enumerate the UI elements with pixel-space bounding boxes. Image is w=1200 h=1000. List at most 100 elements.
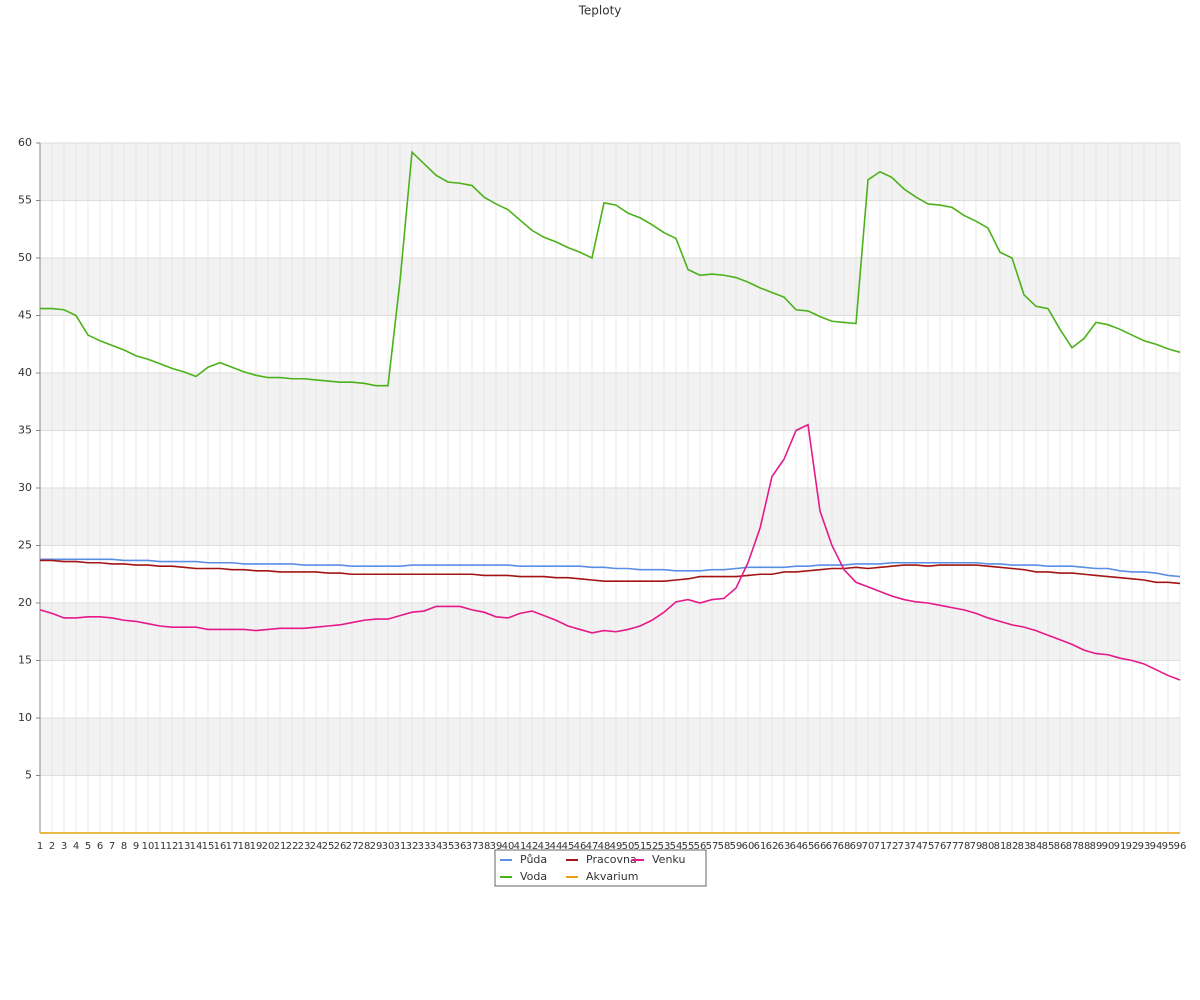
x-tick-label: 63 — [778, 841, 791, 852]
x-tick-label: 42 — [526, 841, 539, 852]
y-tick-label: 55 — [18, 194, 32, 207]
x-tick-label: 60 — [742, 841, 755, 852]
x-tick-label: 50 — [622, 841, 635, 852]
x-tick-label: 76 — [934, 841, 947, 852]
x-tick-label: 19 — [250, 841, 263, 852]
x-tick-label: 20 — [262, 841, 275, 852]
x-tick-label: 61 — [754, 841, 767, 852]
x-tick-label: 59 — [730, 841, 743, 852]
legend-label: Venku — [652, 853, 685, 866]
x-tick-label: 4 — [73, 841, 79, 852]
legend-label: Voda — [520, 870, 547, 883]
y-tick-label: 30 — [18, 481, 32, 494]
x-tick-label: 3 — [61, 841, 67, 852]
x-tick-label: 79 — [970, 841, 983, 852]
x-tick-label: 73 — [898, 841, 911, 852]
x-tick-label: 83 — [1018, 841, 1031, 852]
x-tick-label: 8 — [121, 841, 127, 852]
x-tick-label: 34 — [430, 841, 443, 852]
y-tick-label: 5 — [25, 769, 32, 782]
x-tick-label: 35 — [442, 841, 455, 852]
x-tick-label: 44 — [550, 841, 563, 852]
x-tick-label: 26 — [334, 841, 347, 852]
x-tick-label: 22 — [286, 841, 299, 852]
x-tick-label: 6 — [97, 841, 103, 852]
x-tick-label: 39 — [490, 841, 503, 852]
x-tick-label: 94 — [1150, 841, 1163, 852]
x-tick-label: 18 — [238, 841, 251, 852]
series-line — [40, 558, 1181, 578]
x-tick-label: 58 — [718, 841, 731, 852]
x-tick-label: 2 — [49, 841, 55, 852]
x-tick-label: 66 — [814, 841, 827, 852]
x-tick-label: 57 — [706, 841, 719, 852]
x-tick-label: 86 — [1054, 841, 1067, 852]
x-tick-label: 90 — [1102, 841, 1115, 852]
x-tick-label: 11 — [154, 841, 167, 852]
grid-band — [40, 143, 1180, 201]
x-tick-label: 52 — [646, 841, 659, 852]
legend-label: Půda — [520, 853, 547, 866]
legend-label: Pracovna — [586, 853, 637, 866]
x-tick-label: 37 — [466, 841, 479, 852]
x-tick-label: 21 — [274, 841, 287, 852]
x-tick-label: 55 — [682, 841, 695, 852]
y-tick-label: 40 — [18, 366, 32, 379]
x-tick-label: 7 — [109, 841, 115, 852]
x-tick-label: 12 — [166, 841, 179, 852]
x-tick-label: 38 — [478, 841, 491, 852]
y-tick-label: 20 — [18, 596, 32, 609]
x-tick-label: 30 — [382, 841, 395, 852]
x-tick-label: 53 — [658, 841, 671, 852]
x-tick-label: 33 — [418, 841, 431, 852]
x-tick-label: 95 — [1162, 841, 1175, 852]
grid-band — [40, 258, 1180, 316]
x-tick-label: 24 — [310, 841, 323, 852]
x-tick-label: 85 — [1042, 841, 1055, 852]
legend-label: Akvarium — [586, 870, 638, 883]
x-tick-label: 70 — [862, 841, 875, 852]
x-tick-label: 62 — [766, 841, 779, 852]
series-line — [40, 559, 1181, 585]
x-tick-label: 13 — [178, 841, 191, 852]
x-tick-label: 45 — [562, 841, 575, 852]
grid-band — [40, 488, 1180, 546]
x-tick-label: 64 — [790, 841, 803, 852]
x-tick-label: 80 — [982, 841, 995, 852]
x-tick-label: 9 — [133, 841, 139, 852]
x-tick-label: 72 — [886, 841, 899, 852]
x-tick-label: 84 — [1030, 841, 1043, 852]
x-tick-label: 54 — [670, 841, 683, 852]
y-tick-label: 50 — [18, 251, 32, 264]
x-tick-label: 75 — [922, 841, 935, 852]
series-line — [39, 423, 1181, 681]
x-tick-label: 47 — [586, 841, 599, 852]
x-tick-label: 67 — [826, 841, 839, 852]
x-tick-label: 93 — [1138, 841, 1151, 852]
x-tick-label: 40 — [502, 841, 515, 852]
y-tick-label: 45 — [18, 309, 32, 322]
x-tick-label: 23 — [298, 841, 311, 852]
x-tick-label: 82 — [1006, 841, 1019, 852]
x-tick-label: 69 — [850, 841, 863, 852]
y-tick-label: 15 — [18, 654, 32, 667]
y-tick-label: 10 — [18, 711, 32, 724]
x-tick-label: 88 — [1078, 841, 1091, 852]
x-tick-label: 29 — [370, 841, 383, 852]
x-tick-label: 89 — [1090, 841, 1103, 852]
x-tick-label: 91 — [1114, 841, 1127, 852]
x-tick-label: 32 — [406, 841, 419, 852]
x-tick-label: 25 — [322, 841, 335, 852]
x-tick-label: 10 — [142, 841, 155, 852]
x-tick-label: 28 — [358, 841, 371, 852]
x-tick-label: 17 — [226, 841, 239, 852]
x-tick-label: 5 — [85, 841, 91, 852]
x-tick-label: 27 — [346, 841, 359, 852]
y-tick-label: 60 — [18, 136, 32, 149]
x-tick-label: 1 — [37, 841, 43, 852]
series-line — [40, 150, 1181, 387]
x-tick-label: 81 — [994, 841, 1007, 852]
x-tick-label: 92 — [1126, 841, 1139, 852]
x-tick-label: 41 — [514, 841, 527, 852]
x-tick-label: 14 — [190, 841, 203, 852]
